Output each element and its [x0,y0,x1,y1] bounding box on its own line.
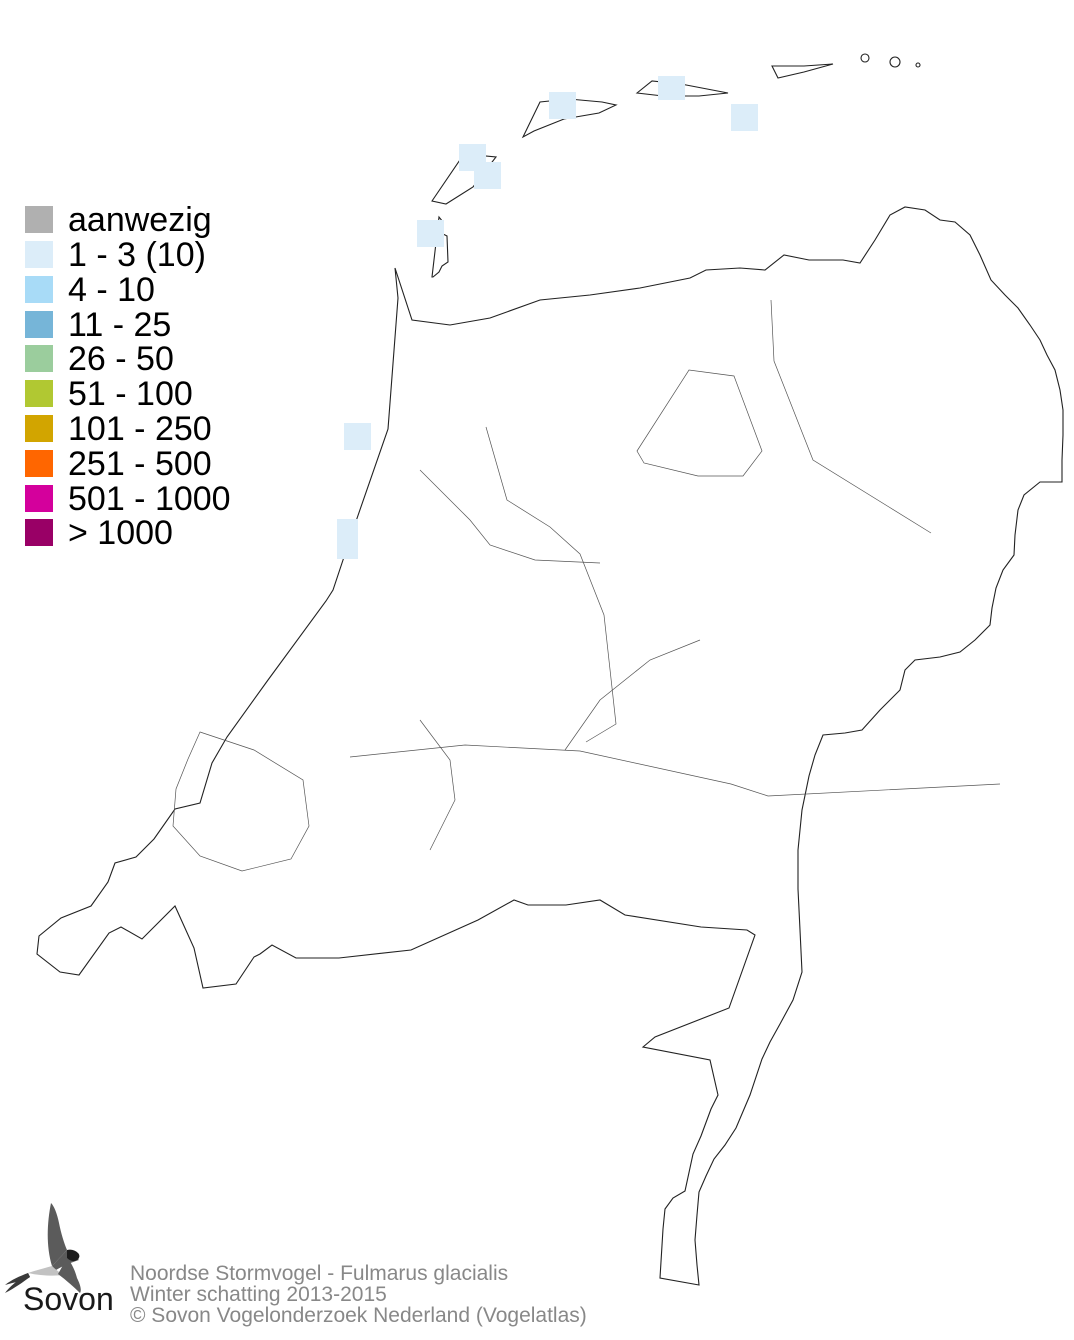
svg-text:Sovon: Sovon [23,1281,114,1313]
